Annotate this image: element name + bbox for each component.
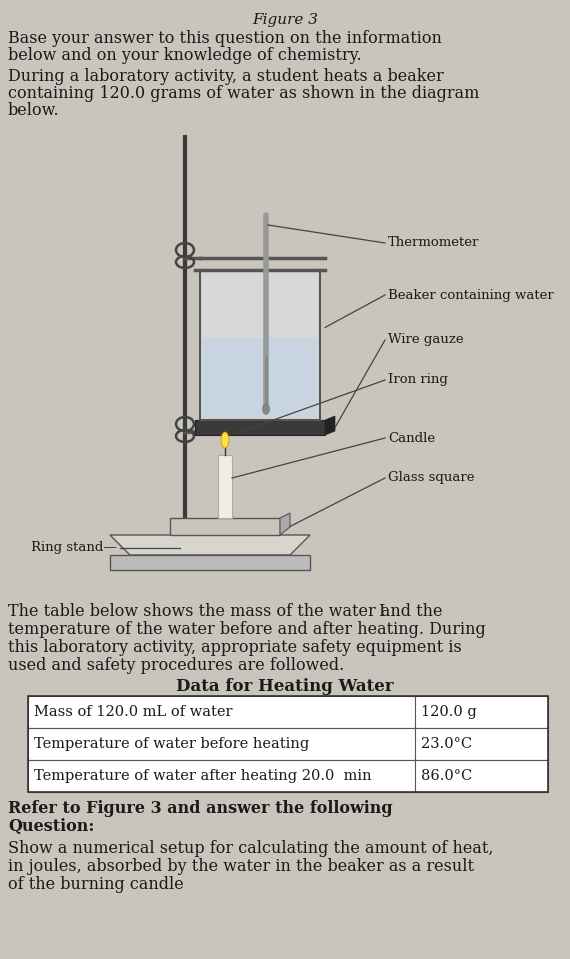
Bar — [28, 728, 548, 760]
Text: temperature of the water before and after heating. During: temperature of the water before and afte… — [8, 621, 486, 638]
Text: I: I — [378, 603, 384, 620]
Polygon shape — [110, 555, 310, 570]
Text: The table below shows the mass of the water and the: The table below shows the mass of the wa… — [8, 603, 442, 620]
Text: 23.0°C: 23.0°C — [421, 737, 472, 751]
Text: 86.0°C: 86.0°C — [421, 769, 473, 783]
Text: this laboratory activity, appropriate safety equipment is: this laboratory activity, appropriate sa… — [8, 639, 462, 656]
Bar — [195, 420, 325, 435]
Text: Beaker containing water: Beaker containing water — [388, 289, 553, 301]
Ellipse shape — [221, 432, 229, 448]
Bar — [28, 760, 548, 792]
Bar — [218, 455, 232, 518]
Text: used and safety procedures are followed.: used and safety procedures are followed. — [8, 657, 344, 674]
Text: Base your answer to this question on the information: Base your answer to this question on the… — [8, 30, 442, 47]
Text: Candle: Candle — [388, 432, 435, 445]
Text: Thermometer: Thermometer — [388, 237, 479, 249]
Text: Glass square: Glass square — [388, 472, 474, 484]
Text: Ring stand—: Ring stand— — [31, 542, 117, 554]
Text: Iron ring: Iron ring — [388, 373, 448, 386]
Text: Temperature of water after heating 20.0  min: Temperature of water after heating 20.0 … — [34, 769, 372, 783]
Text: in joules, absorbed by the water in the beaker as a result: in joules, absorbed by the water in the … — [8, 858, 474, 875]
Text: Question:: Question: — [8, 818, 95, 835]
Text: Refer to Figure 3 and answer the following: Refer to Figure 3 and answer the followi… — [8, 800, 393, 817]
Text: Wire gauze: Wire gauze — [388, 334, 463, 346]
Bar — [202, 338, 318, 418]
Bar — [170, 518, 280, 535]
Bar — [200, 270, 320, 420]
Text: Figure 3: Figure 3 — [252, 13, 318, 27]
Polygon shape — [110, 535, 310, 555]
Text: of the burning candle: of the burning candle — [8, 876, 184, 893]
Text: Data for Heating Water: Data for Heating Water — [176, 678, 394, 695]
Ellipse shape — [263, 404, 270, 414]
Text: Temperature of water before heating: Temperature of water before heating — [34, 737, 310, 751]
Polygon shape — [325, 416, 335, 435]
Text: 120.0 g: 120.0 g — [421, 705, 477, 719]
Polygon shape — [280, 513, 290, 535]
Text: below.: below. — [8, 102, 60, 119]
Text: Mass of 120.0 mL of water: Mass of 120.0 mL of water — [34, 705, 233, 719]
Bar — [28, 696, 548, 792]
Text: below and on your knowledge of chemistry.: below and on your knowledge of chemistry… — [8, 47, 361, 64]
Text: During a laboratory activity, a student heats a beaker: During a laboratory activity, a student … — [8, 68, 444, 85]
Text: containing 120.0 grams of water as shown in the diagram: containing 120.0 grams of water as shown… — [8, 85, 479, 102]
Text: Show a numerical setup for calculating the amount of heat,: Show a numerical setup for calculating t… — [8, 840, 494, 857]
Bar — [28, 696, 548, 728]
